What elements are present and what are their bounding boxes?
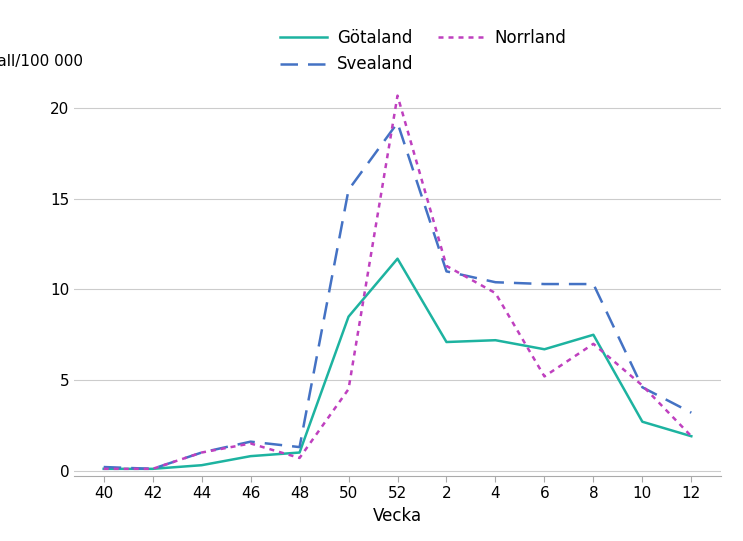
Svealand [100, 464, 108, 470]
Norrland [687, 433, 695, 439]
Line: Svealand: Svealand [104, 123, 691, 469]
Svealand [197, 449, 206, 456]
Götaland [589, 332, 598, 338]
Götaland [148, 466, 157, 472]
Götaland [100, 466, 108, 472]
Svealand [295, 444, 304, 450]
Svealand [442, 268, 451, 275]
Text: Fall/100 000: Fall/100 000 [0, 54, 83, 69]
Line: Götaland: Götaland [104, 259, 691, 469]
Svealand [540, 281, 549, 287]
Svealand [148, 466, 157, 472]
Legend: Götaland, Svealand, Norrland: Götaland, Svealand, Norrland [273, 22, 574, 80]
Götaland [393, 255, 402, 262]
Svealand [246, 438, 255, 445]
Götaland [687, 433, 695, 439]
Götaland [442, 339, 451, 345]
Norrland [638, 382, 647, 389]
Norrland [344, 386, 353, 392]
Götaland [344, 313, 353, 320]
Götaland [491, 337, 500, 344]
Götaland [197, 462, 206, 469]
Line: Norrland: Norrland [104, 96, 691, 469]
Norrland [295, 455, 304, 461]
Norrland [246, 440, 255, 447]
Svealand [638, 384, 647, 391]
Svealand [589, 281, 598, 287]
Götaland [638, 419, 647, 425]
Norrland [393, 93, 402, 99]
Norrland [442, 263, 451, 269]
Norrland [589, 341, 598, 347]
Götaland [246, 453, 255, 459]
Svealand [344, 187, 353, 193]
Norrland [491, 290, 500, 296]
Svealand [491, 279, 500, 286]
Norrland [197, 449, 206, 456]
Svealand [687, 410, 695, 416]
Norrland [540, 373, 549, 380]
Götaland [540, 346, 549, 353]
Götaland [295, 449, 304, 456]
Norrland [100, 466, 108, 472]
X-axis label: Vecka: Vecka [373, 507, 422, 525]
Svealand [393, 120, 402, 126]
Norrland [148, 466, 157, 472]
